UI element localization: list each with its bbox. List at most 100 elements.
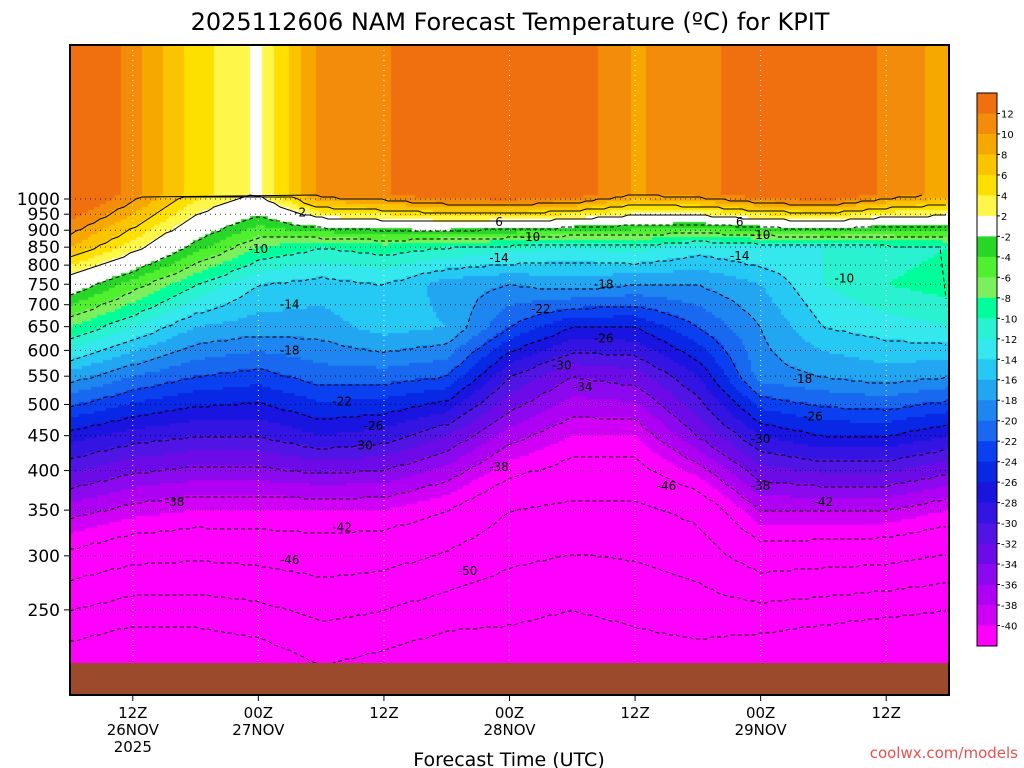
colorbar-label: -12 xyxy=(1001,335,1017,346)
contour-line xyxy=(70,554,946,622)
contour-line xyxy=(70,376,946,490)
contour-label: -34 xyxy=(573,380,593,394)
colorbar-label: -32 xyxy=(1001,540,1017,551)
colorbar: 12 10 8 6 4 2 -2 -4 -6 -8 -10 -12 -14 -16 -18 -20 -22 -24… xyxy=(976,92,1017,647)
colorbar-swatch xyxy=(977,400,997,422)
contour-label: -14 xyxy=(489,251,509,265)
contour-line xyxy=(70,306,947,412)
contour-label: -18 xyxy=(280,343,300,357)
chart-title: 2025112606 NAM Forecast Temperature (ºC)… xyxy=(191,8,830,36)
y-tick-label: 850 xyxy=(28,238,60,258)
colorbar-swatch xyxy=(977,277,997,299)
y-tick-label: 900 xyxy=(28,221,60,241)
colorbar-swatch xyxy=(977,605,997,627)
contour-label: -30 xyxy=(552,359,572,373)
contour-line xyxy=(70,254,947,362)
y-tick-label: 750 xyxy=(28,275,60,295)
colorbar-swatch xyxy=(977,154,997,176)
contour-line xyxy=(70,456,946,550)
x-tick-label: 12Z xyxy=(620,704,649,722)
colorbar-swatch xyxy=(977,133,997,155)
contour-label: -14 xyxy=(280,298,300,312)
y-tick-label: 700 xyxy=(28,296,60,316)
y-tick-label: 550 xyxy=(28,367,60,387)
colorbar-swatch xyxy=(977,420,997,442)
colorbar-label: -30 xyxy=(1001,519,1017,530)
colorbar-label: 2 xyxy=(1001,212,1007,223)
contour-labels: -50-46-42-38-46 -38-42-38-30 -30-26-26-22-… xyxy=(165,206,854,578)
y-tick-label: 400 xyxy=(28,462,60,482)
contour-label: -18 xyxy=(793,372,813,386)
contour-line xyxy=(70,194,946,276)
colorbar-swatch xyxy=(977,359,997,381)
colorbar-label: 8 xyxy=(1001,150,1007,161)
colorbar-label: 6 xyxy=(1001,171,1007,182)
colorbar-swatch xyxy=(977,215,997,237)
colorbar-swatch xyxy=(977,318,997,340)
ground-fill xyxy=(70,663,949,695)
y-tick-label: 350 xyxy=(28,501,60,521)
x-tick-label: 27NOV xyxy=(232,721,285,739)
y-axis-ticks: 2503003504004505005506006507007508008509… xyxy=(17,190,70,621)
contour-label: -42 xyxy=(332,521,352,535)
colorbar-swatch xyxy=(977,543,997,565)
colorbar-label: 12 xyxy=(1001,109,1014,120)
contour-line xyxy=(70,196,946,258)
y-tick-label: 450 xyxy=(28,427,60,447)
colorbar-label: -2 xyxy=(1001,232,1011,243)
contour-label: -10 xyxy=(249,242,269,256)
x-tick-label: 00Z xyxy=(495,704,524,722)
colorbar-label: -34 xyxy=(1001,560,1017,571)
contour-label: 6 xyxy=(736,215,744,229)
x-tick-label: 29NOV xyxy=(735,721,788,739)
colorbar-label: -20 xyxy=(1001,417,1017,428)
y-tick-label: 1000 xyxy=(17,190,60,210)
contour-line xyxy=(70,500,946,582)
colorbar-label: -24 xyxy=(1001,458,1017,469)
colorbar-swatch xyxy=(977,379,997,401)
colorbar-label: -16 xyxy=(1001,376,1017,387)
contour-line xyxy=(70,216,946,296)
contour-label: -10 xyxy=(751,228,771,242)
colorbar-label: -36 xyxy=(1001,581,1017,592)
x-tick-label: 12Z xyxy=(369,704,398,722)
colorbar-swatch xyxy=(977,584,997,606)
colorbar-label: -14 xyxy=(1001,355,1017,366)
contour-line xyxy=(70,416,947,520)
contour-label: -22 xyxy=(531,302,551,316)
contour-line xyxy=(70,284,947,384)
x-tick-label: 12Z xyxy=(118,704,147,722)
colorbar-label: 4 xyxy=(1001,191,1007,202)
contour-label: -26 xyxy=(364,419,384,433)
contour-label: 6 xyxy=(495,215,503,229)
x-tick-label: 12Z xyxy=(872,704,901,722)
x-tick-label: 28NOV xyxy=(483,721,536,739)
colorbar-label: -38 xyxy=(1001,601,1017,612)
ground xyxy=(70,663,949,695)
colorbar-swatch xyxy=(977,195,997,217)
colorbar-label: 10 xyxy=(1001,130,1014,141)
colorbar-label: -10 xyxy=(1001,314,1017,325)
colorbar-swatch xyxy=(977,236,997,258)
grid xyxy=(70,45,949,695)
colorbar-swatch xyxy=(977,174,997,196)
colorbar-swatch xyxy=(977,297,997,319)
contour-label: -22 xyxy=(332,394,352,408)
contour-label: -14 xyxy=(730,249,750,263)
y-tick-label: 600 xyxy=(28,341,60,361)
contour-label: -38 xyxy=(165,495,185,509)
y-tick-label: 650 xyxy=(28,318,60,338)
credit-link[interactable]: coolwx.com/models xyxy=(870,744,1018,762)
contour-label: -46 xyxy=(280,553,300,567)
colorbar-label: -28 xyxy=(1001,499,1017,510)
y-tick-label: 800 xyxy=(28,256,60,276)
colorbar-swatch xyxy=(977,482,997,504)
colorbar-swatch xyxy=(977,523,997,545)
x-tick-label: 00Z xyxy=(244,704,273,722)
contour-line xyxy=(70,194,923,236)
colorbar-swatch xyxy=(977,338,997,360)
colorbar-label: -40 xyxy=(1001,622,1017,633)
contour-label: -50 xyxy=(458,564,478,578)
